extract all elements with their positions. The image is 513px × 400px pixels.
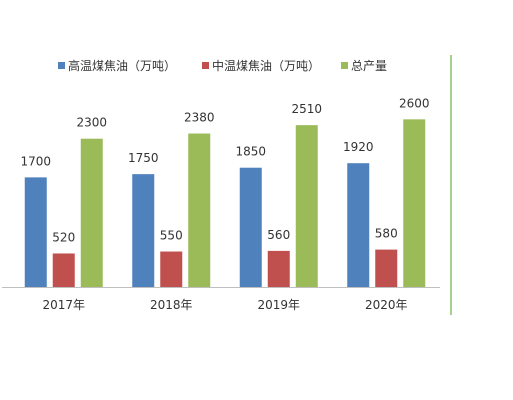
legend: 高温煤焦油（万吨） 中温煤焦油（万吨） 总产量	[58, 58, 387, 73]
bar-2019年-series-3	[295, 125, 318, 287]
bar-2017年-series-2	[52, 253, 75, 287]
legend-swatch-3	[341, 62, 348, 69]
x-tick-label-1: 2017年	[42, 298, 85, 312]
data-label-2020年-series-3: 2600	[399, 96, 430, 110]
legend-label-2: 中温煤焦油（万吨）	[212, 58, 320, 73]
data-label-2020年-series-2: 580	[375, 227, 398, 241]
data-label-2020年-series-1: 1920	[343, 140, 374, 154]
bar-2020年-series-2	[375, 249, 398, 287]
legend-label-1: 高温煤焦油（万吨）	[68, 58, 176, 73]
data-labels-group: 1700 520 2300 1750 550 2380 1850 560 2510 1920 580…	[20, 96, 429, 244]
data-label-2019年-series-2: 560	[267, 228, 290, 242]
bar-2020年-series-1	[347, 163, 370, 287]
data-label-2017年-series-2: 520	[52, 230, 75, 244]
bars-group	[24, 119, 426, 288]
data-label-2017年-series-1: 1700	[20, 154, 51, 168]
legend-swatch-1	[58, 62, 65, 69]
bar-2019年-series-1	[239, 167, 262, 287]
bar-2017年-series-1	[24, 177, 47, 287]
x-tick-label-2: 2018年	[150, 298, 193, 312]
data-label-2019年-series-3: 2510	[291, 102, 322, 116]
data-label-2018年-series-1: 1750	[128, 151, 159, 165]
data-label-2019年-series-1: 1850	[235, 145, 266, 159]
bar-2017年-series-3	[80, 138, 103, 287]
data-label-2018年-series-2: 550	[160, 229, 183, 243]
x-tick-label-3: 2019年	[257, 298, 300, 312]
bar-2018年-series-1	[132, 174, 155, 287]
bar-2018年-series-2	[160, 251, 183, 287]
bar-2019年-series-2	[267, 250, 290, 287]
data-label-2018年-series-3: 2380	[184, 111, 215, 125]
bar-2018年-series-3	[188, 133, 211, 287]
x-tick-labels-group: 2017年 2018年 2019年 2020年	[42, 298, 407, 312]
legend-swatch-2	[202, 62, 209, 69]
legend-label-3: 总产量	[351, 59, 387, 73]
bar-2020年-series-3	[403, 119, 426, 288]
data-label-2017年-series-3: 2300	[76, 116, 107, 130]
x-tick-label-4: 2020年	[365, 298, 408, 312]
